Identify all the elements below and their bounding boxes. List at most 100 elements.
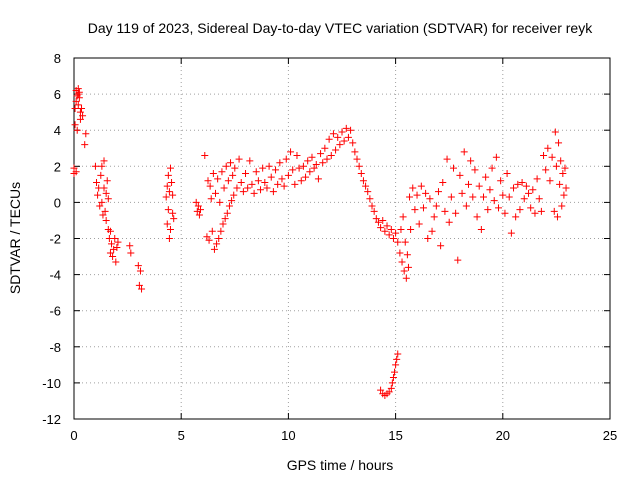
data-point <box>381 227 389 235</box>
data-point <box>510 184 518 192</box>
y-tick-label: 0 <box>54 195 61 210</box>
data-point <box>206 182 214 190</box>
data-point <box>254 177 262 185</box>
data-point <box>111 235 119 242</box>
data-point <box>213 240 221 248</box>
x-axis-label: GPS time / hours <box>287 457 394 473</box>
data-point <box>97 171 105 179</box>
data-point <box>441 207 449 215</box>
data-point <box>426 195 434 203</box>
data-point <box>329 130 337 138</box>
data-point <box>469 193 477 201</box>
data-point <box>514 180 522 188</box>
data-point <box>370 207 378 215</box>
y-tick-label: -4 <box>49 268 61 283</box>
data-point <box>237 179 245 187</box>
data-point <box>76 115 84 123</box>
y-tick-label: -6 <box>49 304 61 319</box>
data-point <box>166 164 174 172</box>
data-point <box>113 244 121 252</box>
data-point <box>520 195 528 203</box>
data-point <box>72 97 80 105</box>
data-point <box>403 251 411 259</box>
data-point <box>75 88 83 96</box>
x-tick-label: 15 <box>388 428 402 443</box>
data-point <box>553 213 561 221</box>
data-point <box>102 216 110 224</box>
data-point <box>73 126 81 134</box>
data-point <box>282 155 290 163</box>
data-point <box>556 180 564 188</box>
data-point <box>110 245 118 253</box>
data-point <box>169 209 177 217</box>
data-point <box>447 193 455 201</box>
data-point <box>368 202 376 210</box>
data-point <box>208 227 216 235</box>
data-point <box>377 386 385 394</box>
y-tick-label: 2 <box>54 159 61 174</box>
data-point <box>98 198 106 206</box>
data-point <box>434 188 442 196</box>
data-point <box>257 186 265 194</box>
data-point <box>531 209 539 217</box>
data-point <box>537 207 545 215</box>
data-point <box>359 177 367 185</box>
data-point <box>428 227 436 235</box>
data-point <box>458 189 466 197</box>
data-point <box>475 182 483 190</box>
data-point <box>415 220 423 228</box>
data-point <box>215 235 223 242</box>
data-point <box>505 193 513 201</box>
data-point <box>336 141 344 149</box>
data-point <box>246 157 254 165</box>
data-point <box>280 182 288 190</box>
data-point <box>392 229 400 237</box>
data-point <box>71 121 79 129</box>
data-point <box>267 173 275 181</box>
data-point <box>289 166 297 174</box>
data-point <box>71 105 79 113</box>
data-point <box>230 191 238 199</box>
data-point <box>220 184 228 192</box>
data-point <box>314 175 322 183</box>
data-point <box>413 191 421 199</box>
data-point <box>252 168 260 176</box>
x-tick-label: 5 <box>178 428 185 443</box>
data-point <box>203 233 211 241</box>
data-point <box>201 151 209 159</box>
data-point <box>235 155 243 163</box>
data-point <box>561 164 569 172</box>
data-point <box>439 179 447 187</box>
y-tick-label: -8 <box>49 340 61 355</box>
data-point <box>419 204 427 212</box>
data-point <box>212 189 220 197</box>
data-point <box>304 157 312 165</box>
data-point <box>473 213 481 221</box>
data-point <box>499 191 507 199</box>
data-point <box>204 177 212 185</box>
data-point <box>138 285 146 293</box>
data-point <box>302 173 310 181</box>
data-point <box>109 253 117 261</box>
data-point <box>242 170 250 178</box>
data-point <box>353 155 361 163</box>
data-point <box>82 130 90 138</box>
data-point <box>135 281 143 289</box>
data-point <box>385 231 393 239</box>
data-point <box>321 144 329 152</box>
data-point <box>544 144 552 152</box>
data-point <box>96 202 104 210</box>
data-point <box>166 225 174 233</box>
y-tick-label: -12 <box>42 412 61 427</box>
data-point <box>379 216 387 224</box>
data-point <box>231 164 239 172</box>
data-point <box>162 193 170 201</box>
data-point <box>445 218 453 226</box>
data-point <box>209 170 217 178</box>
data-point <box>344 133 352 141</box>
data-point <box>495 204 503 212</box>
data-point <box>404 263 412 271</box>
data-point <box>327 151 335 159</box>
data-point <box>70 164 78 172</box>
